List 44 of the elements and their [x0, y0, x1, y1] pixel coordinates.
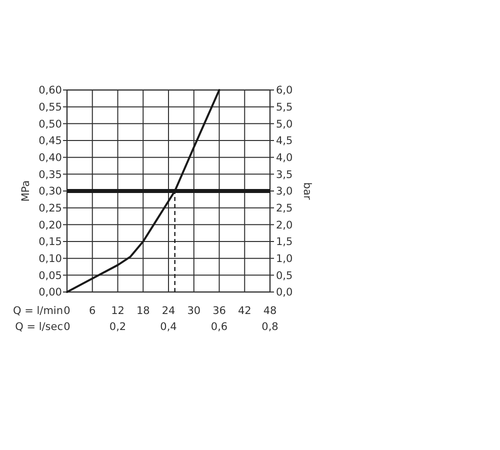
y-tick-label: 0,20	[38, 219, 62, 232]
y2-tick-label: 0,5	[276, 270, 293, 282]
x2-tick-label: 0,2	[109, 321, 126, 333]
x-tick-label: 42	[238, 305, 252, 317]
x-tick-label: 30	[187, 305, 201, 317]
x2-tick-label: 0,4	[160, 321, 178, 333]
y-tick-label: 0,15	[38, 236, 62, 248]
y2-tick-label: 5,0	[276, 118, 293, 130]
y-tick-label: 0,35	[38, 168, 62, 181]
y-tick-label: 0,25	[38, 202, 62, 215]
x-tick-label: 36	[212, 305, 226, 317]
y-axis-title: MPa	[20, 180, 32, 202]
y-tick-label: 0,05	[38, 270, 62, 282]
y2-tick-label: 4,5	[276, 135, 293, 148]
y2-axis-title: bar	[301, 182, 313, 200]
y2-tick-label: 2,0	[276, 219, 293, 232]
x-tick-label: 6	[89, 305, 96, 317]
y-tick-label: 0,00	[38, 286, 62, 299]
y-tick-label: 0,10	[38, 253, 62, 266]
x-axis-title: Q = l/min	[13, 305, 63, 317]
y2-tick-label: 1,5	[276, 236, 293, 248]
y2-tick-label: 3,0	[276, 186, 293, 198]
y-tick-label: 0,30	[38, 186, 62, 198]
x-tick-label: 0	[64, 305, 70, 317]
x2-axis-title: Q = l/sec	[15, 321, 64, 333]
y-tick-label: 0,40	[38, 152, 62, 164]
x2-tick-label: 0	[64, 321, 70, 333]
y2-tick-label: 6,0	[276, 84, 293, 97]
y-tick-label: 0,45	[38, 135, 62, 148]
x-tick-label: 12	[111, 305, 124, 317]
y2-tick-label: 1,0	[276, 253, 293, 266]
x-tick-label: 48	[263, 305, 277, 317]
y2-tick-label: 3,5	[276, 168, 293, 181]
y-tick-label: 0,50	[38, 118, 62, 130]
y-tick-label: 0,55	[38, 102, 62, 114]
y2-tick-label: 4,0	[276, 152, 293, 164]
y2-tick-label: 5,5	[276, 102, 293, 114]
x2-tick-label: 0,8	[262, 321, 278, 333]
y-tick-label: 0,60	[38, 84, 62, 97]
y2-tick-label: 2,5	[276, 202, 293, 215]
x2-tick-label: 0,6	[210, 321, 228, 333]
x-tick-label: 24	[162, 305, 176, 317]
x-tick-label: 18	[136, 305, 150, 317]
y2-tick-label: 0,0	[276, 286, 293, 299]
